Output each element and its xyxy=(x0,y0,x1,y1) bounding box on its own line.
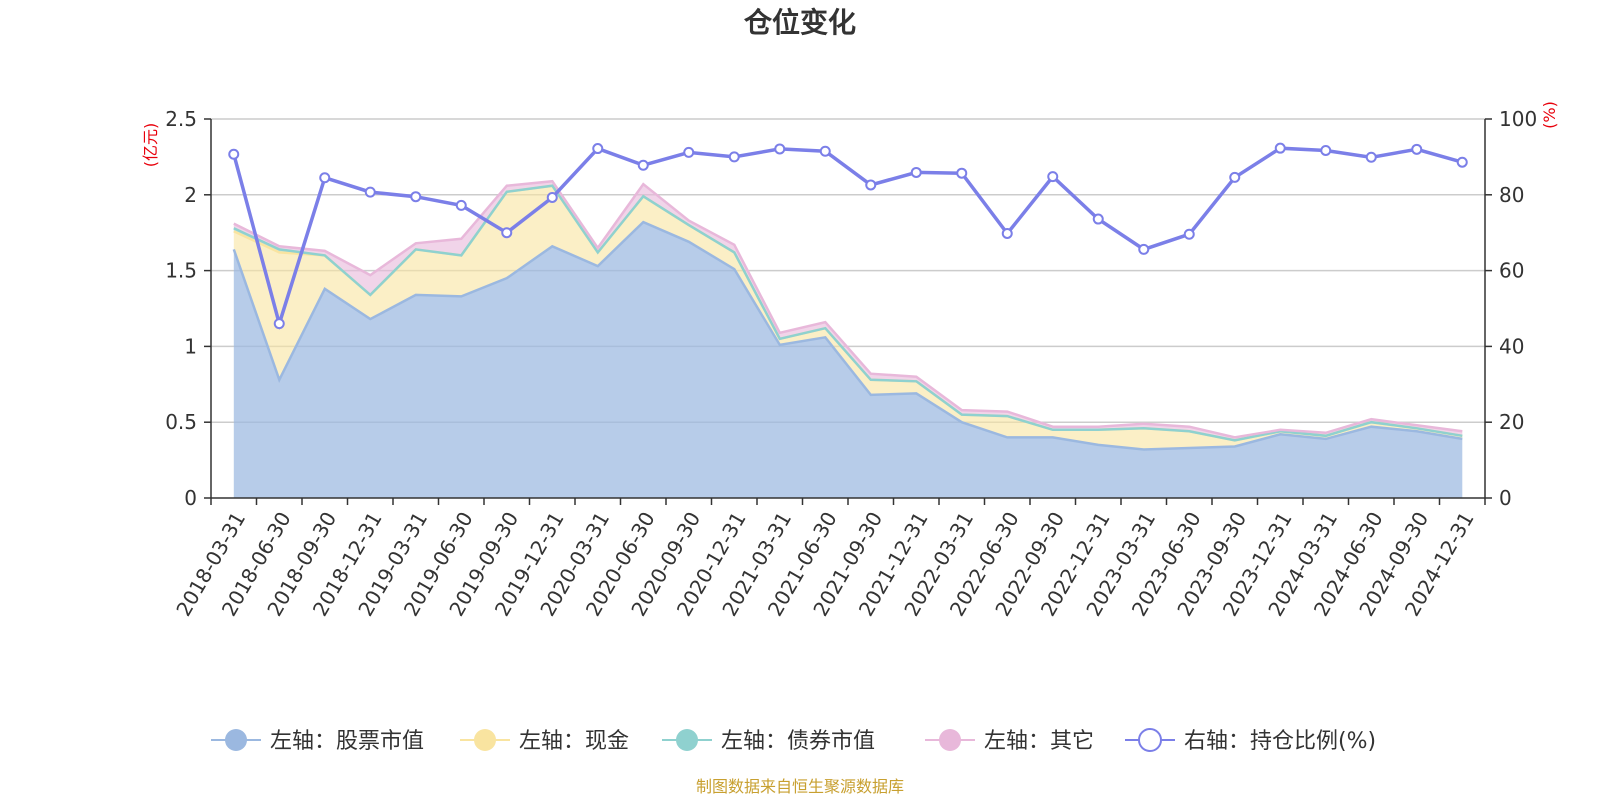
legend-marker xyxy=(1138,728,1162,752)
ratio-point xyxy=(364,186,376,198)
ratio-point xyxy=(637,159,649,171)
area-top-line-3 xyxy=(233,184,1463,442)
ratio-point xyxy=(455,199,467,211)
ratio-line xyxy=(232,146,1463,330)
legend-label: 左轴：债券市值 xyxy=(721,729,875,754)
ratio-point xyxy=(1411,143,1423,155)
ratio-point xyxy=(1138,243,1150,255)
legend-label: 右轴：持仓比例(%) xyxy=(1184,729,1376,754)
area-series-2 xyxy=(233,185,1463,450)
legend-marker xyxy=(676,729,698,751)
chart-title: 仓位变化 xyxy=(744,6,856,39)
ratio-point xyxy=(1274,142,1286,154)
legend-item-4: 左轴：其它 xyxy=(925,729,1094,754)
right-tick-label: 100 xyxy=(1499,107,1537,131)
left-axis-unit: (亿元) xyxy=(141,123,160,168)
ratio-point xyxy=(273,318,285,330)
legend-label: 左轴：现金 xyxy=(519,729,629,754)
ratio-point xyxy=(1365,151,1377,163)
ratio-line-layer xyxy=(228,142,1468,330)
area-top-line-4 xyxy=(233,179,1463,439)
right-tick-label: 0 xyxy=(1499,486,1512,510)
legend-item-2: 左轴：现金 xyxy=(460,729,629,754)
ratio-point xyxy=(1229,171,1241,183)
ratio-point xyxy=(1047,171,1059,183)
ratio-point xyxy=(910,166,922,178)
ratio-point xyxy=(728,151,740,163)
right-tick-label: 60 xyxy=(1499,259,1524,283)
legend-label: 左轴：其它 xyxy=(984,729,1094,754)
ratio-point xyxy=(592,143,604,155)
stacked-area-layer xyxy=(232,179,1463,498)
left-tick-label: 0.5 xyxy=(165,410,197,434)
legend-item-5: 右轴：持仓比例(%) xyxy=(1125,728,1376,754)
source-note: 制图数据来自恒生聚源数据库 xyxy=(696,777,904,796)
legend-label: 左轴：股票市值 xyxy=(270,729,424,754)
ratio-point xyxy=(1001,227,1013,239)
ratio-point xyxy=(1456,156,1468,168)
ratio-point xyxy=(546,191,558,203)
right-tick-label: 80 xyxy=(1499,183,1524,207)
ratio-point xyxy=(683,146,695,158)
ratio-point xyxy=(410,191,422,203)
legend-item-3: 左轴：债券市值 xyxy=(662,729,875,754)
ratio-point xyxy=(501,227,513,239)
ratio-point xyxy=(865,179,877,191)
legend-marker xyxy=(939,729,961,751)
left-tick-label: 2 xyxy=(184,183,197,207)
ratio-point xyxy=(1320,144,1332,156)
legend-marker xyxy=(225,729,247,751)
ratio-point xyxy=(819,145,831,157)
right-axis-unit: (%) xyxy=(1540,101,1559,129)
ratio-point xyxy=(774,143,786,155)
ratio-point xyxy=(1183,228,1195,240)
left-tick-label: 2.5 xyxy=(165,107,197,131)
left-tick-label: 1 xyxy=(184,334,197,358)
legend-item-1: 左轴：股票市值 xyxy=(211,729,424,754)
ratio-point xyxy=(956,167,968,179)
ratio-point xyxy=(1092,213,1104,225)
area-top-line-1 xyxy=(232,220,1463,451)
ratio-point xyxy=(319,172,331,184)
left-tick-label: 0 xyxy=(184,486,197,510)
ratio-point xyxy=(228,148,240,160)
right-tick-label: 40 xyxy=(1499,334,1524,358)
left-tick-label: 1.5 xyxy=(165,259,197,283)
legend-marker xyxy=(474,729,496,751)
legend: 左轴：股票市值 左轴：现金 左轴：债券市值 左轴：其它 右轴：持仓比例(%) xyxy=(211,728,1376,754)
area-series-1 xyxy=(233,222,1463,498)
right-tick-label: 20 xyxy=(1499,410,1524,434)
